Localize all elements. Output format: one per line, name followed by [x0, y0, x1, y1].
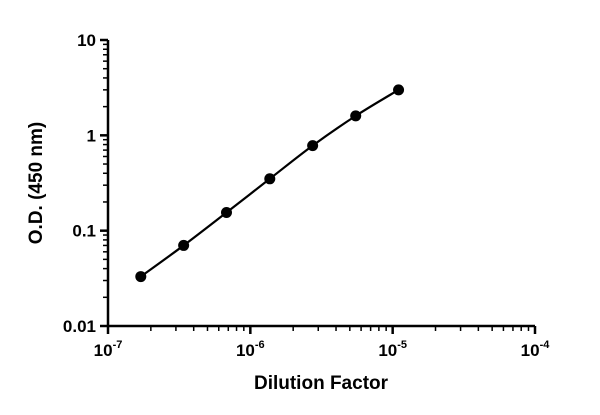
x-tick-label: 10-5 — [378, 339, 407, 360]
x-tick-exponent: -6 — [255, 339, 265, 351]
data-points — [135, 84, 405, 283]
x-tick-exponent: -7 — [113, 339, 123, 351]
data-point — [220, 207, 232, 219]
y-axis-title: O.D. (450 nm) — [26, 122, 47, 244]
data-point — [178, 239, 190, 251]
data-point — [307, 140, 319, 152]
data-point — [264, 173, 276, 185]
x-tick-base: 10 — [236, 341, 255, 360]
x-tick-base: 10 — [378, 341, 397, 360]
x-tick-base: 10 — [94, 341, 113, 360]
data-point — [393, 84, 405, 96]
x-tick-label: 10-4 — [521, 339, 551, 360]
x-tick-exponent: -5 — [397, 339, 407, 351]
x-tick-exponent: -4 — [540, 339, 551, 351]
x-tick-label: 10-7 — [94, 339, 123, 360]
y-tick-label: 10 — [77, 31, 96, 50]
data-point — [350, 110, 362, 122]
x-tick-label: 10-6 — [236, 339, 265, 360]
x-tick-base: 10 — [521, 341, 540, 360]
y-tick-label: 0.1 — [72, 222, 96, 241]
x-axis-title: Dilution Factor — [254, 373, 389, 394]
axis-ticks — [100, 38, 537, 334]
y-tick-label: 0.01 — [63, 317, 96, 336]
data-point — [135, 271, 147, 283]
y-tick-label: 1 — [87, 126, 96, 145]
